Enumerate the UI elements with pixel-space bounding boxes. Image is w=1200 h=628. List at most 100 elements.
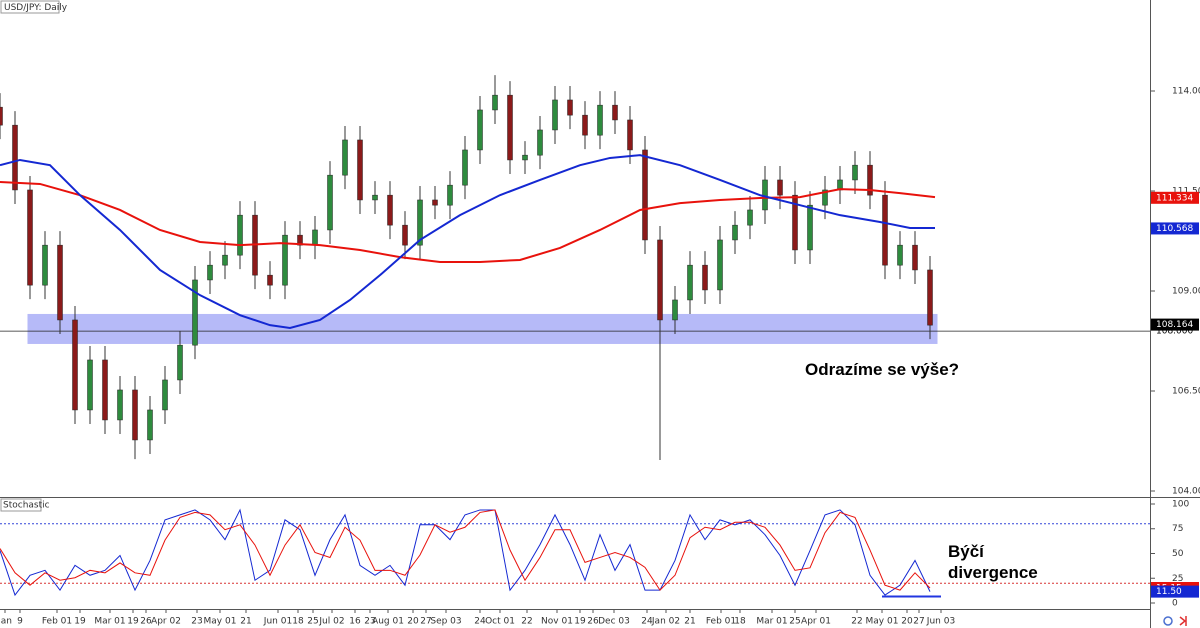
candle-body [402,224,408,246]
candle-body [507,94,513,161]
moving-average [0,180,936,263]
x-tick-label: Jun 01 [263,617,292,627]
oscillator-line [0,509,931,591]
y-tick-label: 50 [1172,549,1184,559]
toolbar-icons[interactable] [1163,616,1187,626]
candle-body [132,389,138,441]
y-tick-label: 109.004 [1172,287,1200,297]
candle-body [732,224,738,241]
candle-body [42,244,48,286]
y-tick-label: 25 [1172,574,1183,584]
candle-body [612,104,618,121]
y-tick-label: 104.004 [1172,487,1200,497]
x-tick-label: Aug 01 [372,617,404,627]
x-tick-label: 19 [574,617,586,627]
candle-body [312,229,318,246]
x-tick-label: Oct 01 [485,617,515,627]
candle-body [912,244,918,271]
y-tick-label: 100 [1172,499,1189,509]
candle-body [12,124,18,191]
candle-body [582,114,588,136]
x-tick-label: 18 [292,617,304,627]
annotation: Býčí divergence [948,542,1038,582]
x-tick-label: Mar 01 [94,617,125,627]
candle-body [282,234,288,286]
candle-body [477,109,483,151]
x-tick-label: 21 [684,617,695,627]
y-tick-label: 75 [1172,524,1183,534]
y-tick-label: 0 [1172,599,1178,609]
icon-share[interactable] [1179,616,1187,626]
oscillator-label: 11.50 [1156,587,1182,597]
x-tick-label: Jun 03 [926,617,955,627]
x-tick-label: Nov 01 [541,617,573,627]
ma-price-label: 111.334 [1156,193,1193,203]
candle-body [852,164,858,181]
candle-body [702,264,708,291]
x-tick-label: 18 [734,617,746,627]
x-tick-label: Jul 02 [318,617,344,627]
ma-price-label: 110.568 [1156,224,1193,234]
candle-body [927,269,933,326]
candle-body [687,264,693,301]
x-tick-label: 26 [140,617,152,627]
x-tick-label: 22 [851,617,862,627]
x-tick-label: Jan 02 [651,617,680,627]
candle-body [627,119,633,151]
x-tick-label: Apr 02 [151,617,181,627]
candle-body [432,199,438,206]
candle-body [792,194,798,251]
candle-body [0,106,3,126]
x-tick-label: 22 [521,617,532,627]
candle-body [897,244,903,266]
candle-body [672,299,678,321]
candle-body [72,319,78,411]
ma-price-label-box [1151,191,1199,204]
annotation: Odrazíme se výše? [805,360,960,379]
candle-body [147,409,153,441]
moving-average [0,154,935,329]
x-tick-label: 24 [474,617,486,627]
candle-body [657,239,663,321]
title-box [0,0,60,14]
indicator-title: Stochastic [3,501,50,511]
ma-price-label-box [1151,222,1199,235]
candle-body [327,174,333,231]
x-tick-label: 9 [17,617,23,627]
x-tick-label: 26 [587,617,599,627]
candle-body [207,264,213,281]
candle-body [372,194,378,201]
x-tick-label: Mar 01 [756,617,787,627]
icon-link[interactable] [1163,616,1173,626]
candle-body [537,129,543,156]
candle-body [162,379,168,411]
candle-body [867,164,873,196]
candle-body [117,389,123,421]
candle-body [87,359,93,411]
candle-body [27,189,33,286]
candle-body [177,344,183,381]
x-tick-label: Sep 03 [430,617,461,627]
candle-body [342,139,348,176]
x-tick-label: May 01 [204,617,237,627]
last-price-label-box [1151,318,1199,331]
candle-body [387,194,393,226]
candle-body [567,99,573,116]
y-tick-label: 106.504 [1172,387,1200,397]
x-tick-label: 20 [901,617,913,627]
candle-body [717,239,723,291]
candle-body [807,204,813,251]
x-tick-label: 16 [349,617,361,627]
x-tick-label: 27 [913,617,924,627]
x-tick-label: 25 [307,617,318,627]
chart-title: USD/JPY: Daily [4,3,68,13]
candle-body [357,139,363,201]
x-tick-label: 19 [127,617,139,627]
candle-body [57,244,63,321]
x-tick-label: 23 [191,617,202,627]
x-tick-label: 24 [641,617,653,627]
candle-body [417,199,423,246]
x-tick-label: Feb 01 [42,617,72,627]
